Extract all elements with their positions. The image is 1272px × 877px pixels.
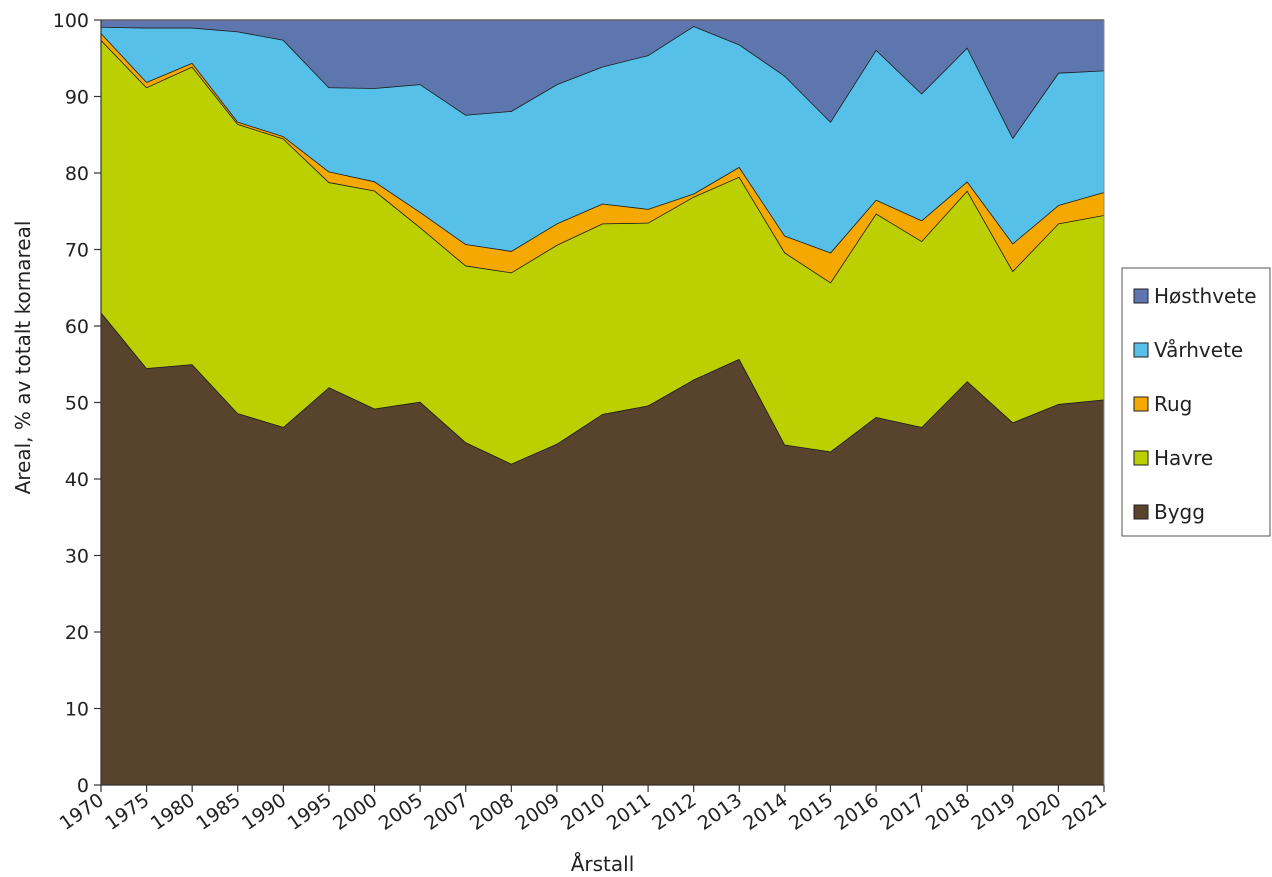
y-tick-label: 40 [65, 469, 89, 491]
x-tick-label: 2018 [922, 789, 974, 835]
legend-swatch-vårhvete [1133, 342, 1149, 358]
x-tick-label: 1995 [284, 789, 336, 835]
x-tick-label: 2005 [375, 789, 427, 835]
x-tick-label: 2021 [1059, 789, 1111, 835]
x-tick-label: 2000 [329, 789, 381, 835]
y-tick-label: 30 [65, 546, 89, 568]
x-tick-label: 1990 [238, 789, 290, 835]
x-tick-label: 2012 [648, 789, 700, 835]
y-axis-title: Areal, % av totalt kornareal [11, 221, 35, 495]
legend-swatch-bygg [1133, 504, 1149, 520]
area-havre [101, 39, 1104, 464]
legend-label-bygg: Bygg [1154, 500, 1205, 524]
legend-swatch-havre [1133, 450, 1149, 466]
x-tick-label: 2010 [557, 789, 609, 835]
legend-label-rug: Rug [1154, 392, 1192, 416]
x-tick-label: 2014 [739, 789, 791, 835]
x-tick-label: 2013 [694, 789, 746, 835]
y-tick-label: 100 [53, 10, 89, 32]
x-tick-label: 1980 [147, 789, 199, 835]
x-tick-label: 2009 [512, 789, 564, 835]
area-layer [100, 19, 1105, 785]
y-tick-label: 50 [65, 393, 89, 415]
y-tick-label: 60 [65, 316, 89, 338]
legend-swatch-rug [1133, 396, 1149, 412]
legend: Høsthvete Vårhvete Rug Havre Bygg [1121, 267, 1271, 537]
y-tick-label: 10 [65, 699, 89, 721]
y-tick-label: 20 [65, 622, 89, 644]
x-tick-label: 1975 [101, 789, 153, 835]
area-høsthvete [101, 20, 1104, 138]
x-tick-label: 2020 [1013, 789, 1065, 835]
x-tick-label: 2008 [466, 789, 518, 835]
area-vårhvete [101, 26, 1104, 253]
legend-label-vårhvete: Vårhvete [1154, 338, 1243, 362]
x-tick-label: 2011 [603, 789, 655, 835]
x-tick-label: 2015 [785, 789, 837, 835]
y-tick-label: 80 [65, 163, 89, 185]
x-tick-label: 2016 [831, 789, 883, 835]
y-tick-label: 90 [65, 87, 89, 109]
area-bygg [101, 312, 1104, 785]
y-tick-label: 0 [77, 775, 89, 797]
x-tick-label: 1985 [192, 789, 244, 835]
x-axis-title: Årstall [571, 852, 635, 876]
x-tick-label: 2019 [967, 789, 1019, 835]
x-tick-label: 2007 [420, 789, 472, 835]
x-tick-label: 2017 [876, 789, 928, 835]
y-tick-label: 70 [65, 240, 89, 262]
legend-swatch-høsthvete [1133, 288, 1149, 304]
legend-label-høsthvete: Høsthvete [1154, 284, 1257, 308]
legend-label-havre: Havre [1154, 446, 1213, 470]
